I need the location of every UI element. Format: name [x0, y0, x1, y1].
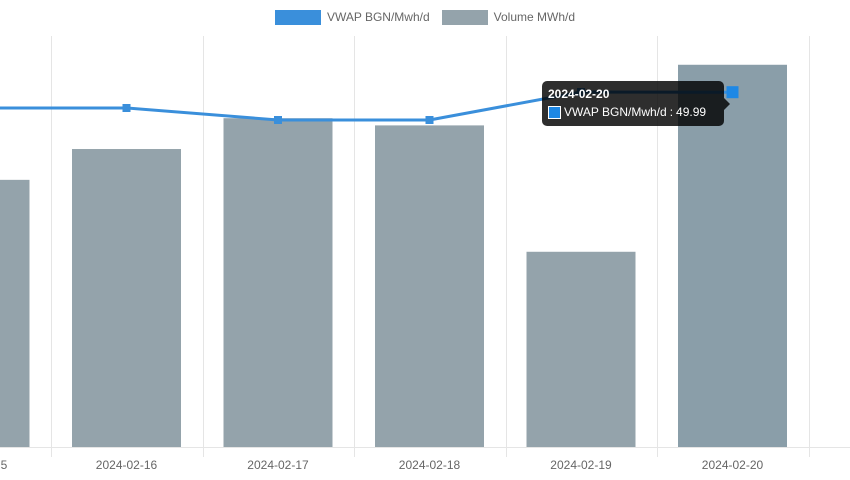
legend-item-vwap[interactable]: VWAP BGN/Mwh/d	[274, 9, 430, 25]
tooltip: 2024-02-20 VWAP BGN/Mwh/d: 49.99	[542, 81, 730, 126]
tooltip-series-label: VWAP BGN/Mwh/d	[564, 105, 667, 119]
x-axis-ticks: 5 2024-02-16 2024-02-17 2024-02-18 2024-02-1…	[1, 458, 764, 472]
bar-2024-02-15[interactable]	[0, 179, 30, 447]
x-tick-label: 2024-02-17	[247, 458, 309, 472]
tooltip-colon: :	[669, 105, 674, 119]
volume-bars	[0, 64, 787, 448]
tooltip-swatch	[548, 105, 561, 119]
x-tick-label: 2024-02-18	[399, 458, 461, 472]
bar-2024-02-19[interactable]	[526, 251, 636, 447]
legend-swatch-volume	[441, 9, 488, 25]
bar-2024-02-20[interactable]	[678, 64, 787, 448]
x-tick-label: 2024-02-19	[550, 458, 612, 472]
legend-label-vwap: VWAP BGN/Mwh/d	[326, 10, 430, 24]
bar-2024-02-18[interactable]	[375, 125, 484, 447]
bar-2024-02-16[interactable]	[72, 149, 181, 447]
x-tick-label: 2024-02-16	[96, 458, 158, 472]
tooltip-row: VWAP BGN/Mwh/d: 49.99	[548, 105, 718, 119]
tooltip-value: 49.99	[676, 105, 707, 119]
vwap-point-2024-02-17[interactable]	[274, 116, 282, 124]
legend-label-volume: Volume MWh/d	[493, 10, 576, 24]
bar-2024-02-17[interactable]	[223, 118, 333, 447]
vwap-point-2024-02-16[interactable]	[122, 104, 131, 112]
legend-swatch-vwap	[274, 9, 321, 25]
x-tick-label: 5	[1, 458, 8, 472]
x-tick-label: 2024-02-20	[702, 458, 764, 472]
tooltip-title: 2024-02-20	[548, 87, 610, 101]
legend: VWAP BGN/Mwh/d Volume MWh/d	[0, 8, 850, 26]
vwap-point-2024-02-18[interactable]	[425, 116, 434, 124]
vwap-point-2024-02-20[interactable]	[726, 86, 739, 99]
legend-item-volume[interactable]: Volume MWh/d	[441, 9, 576, 25]
